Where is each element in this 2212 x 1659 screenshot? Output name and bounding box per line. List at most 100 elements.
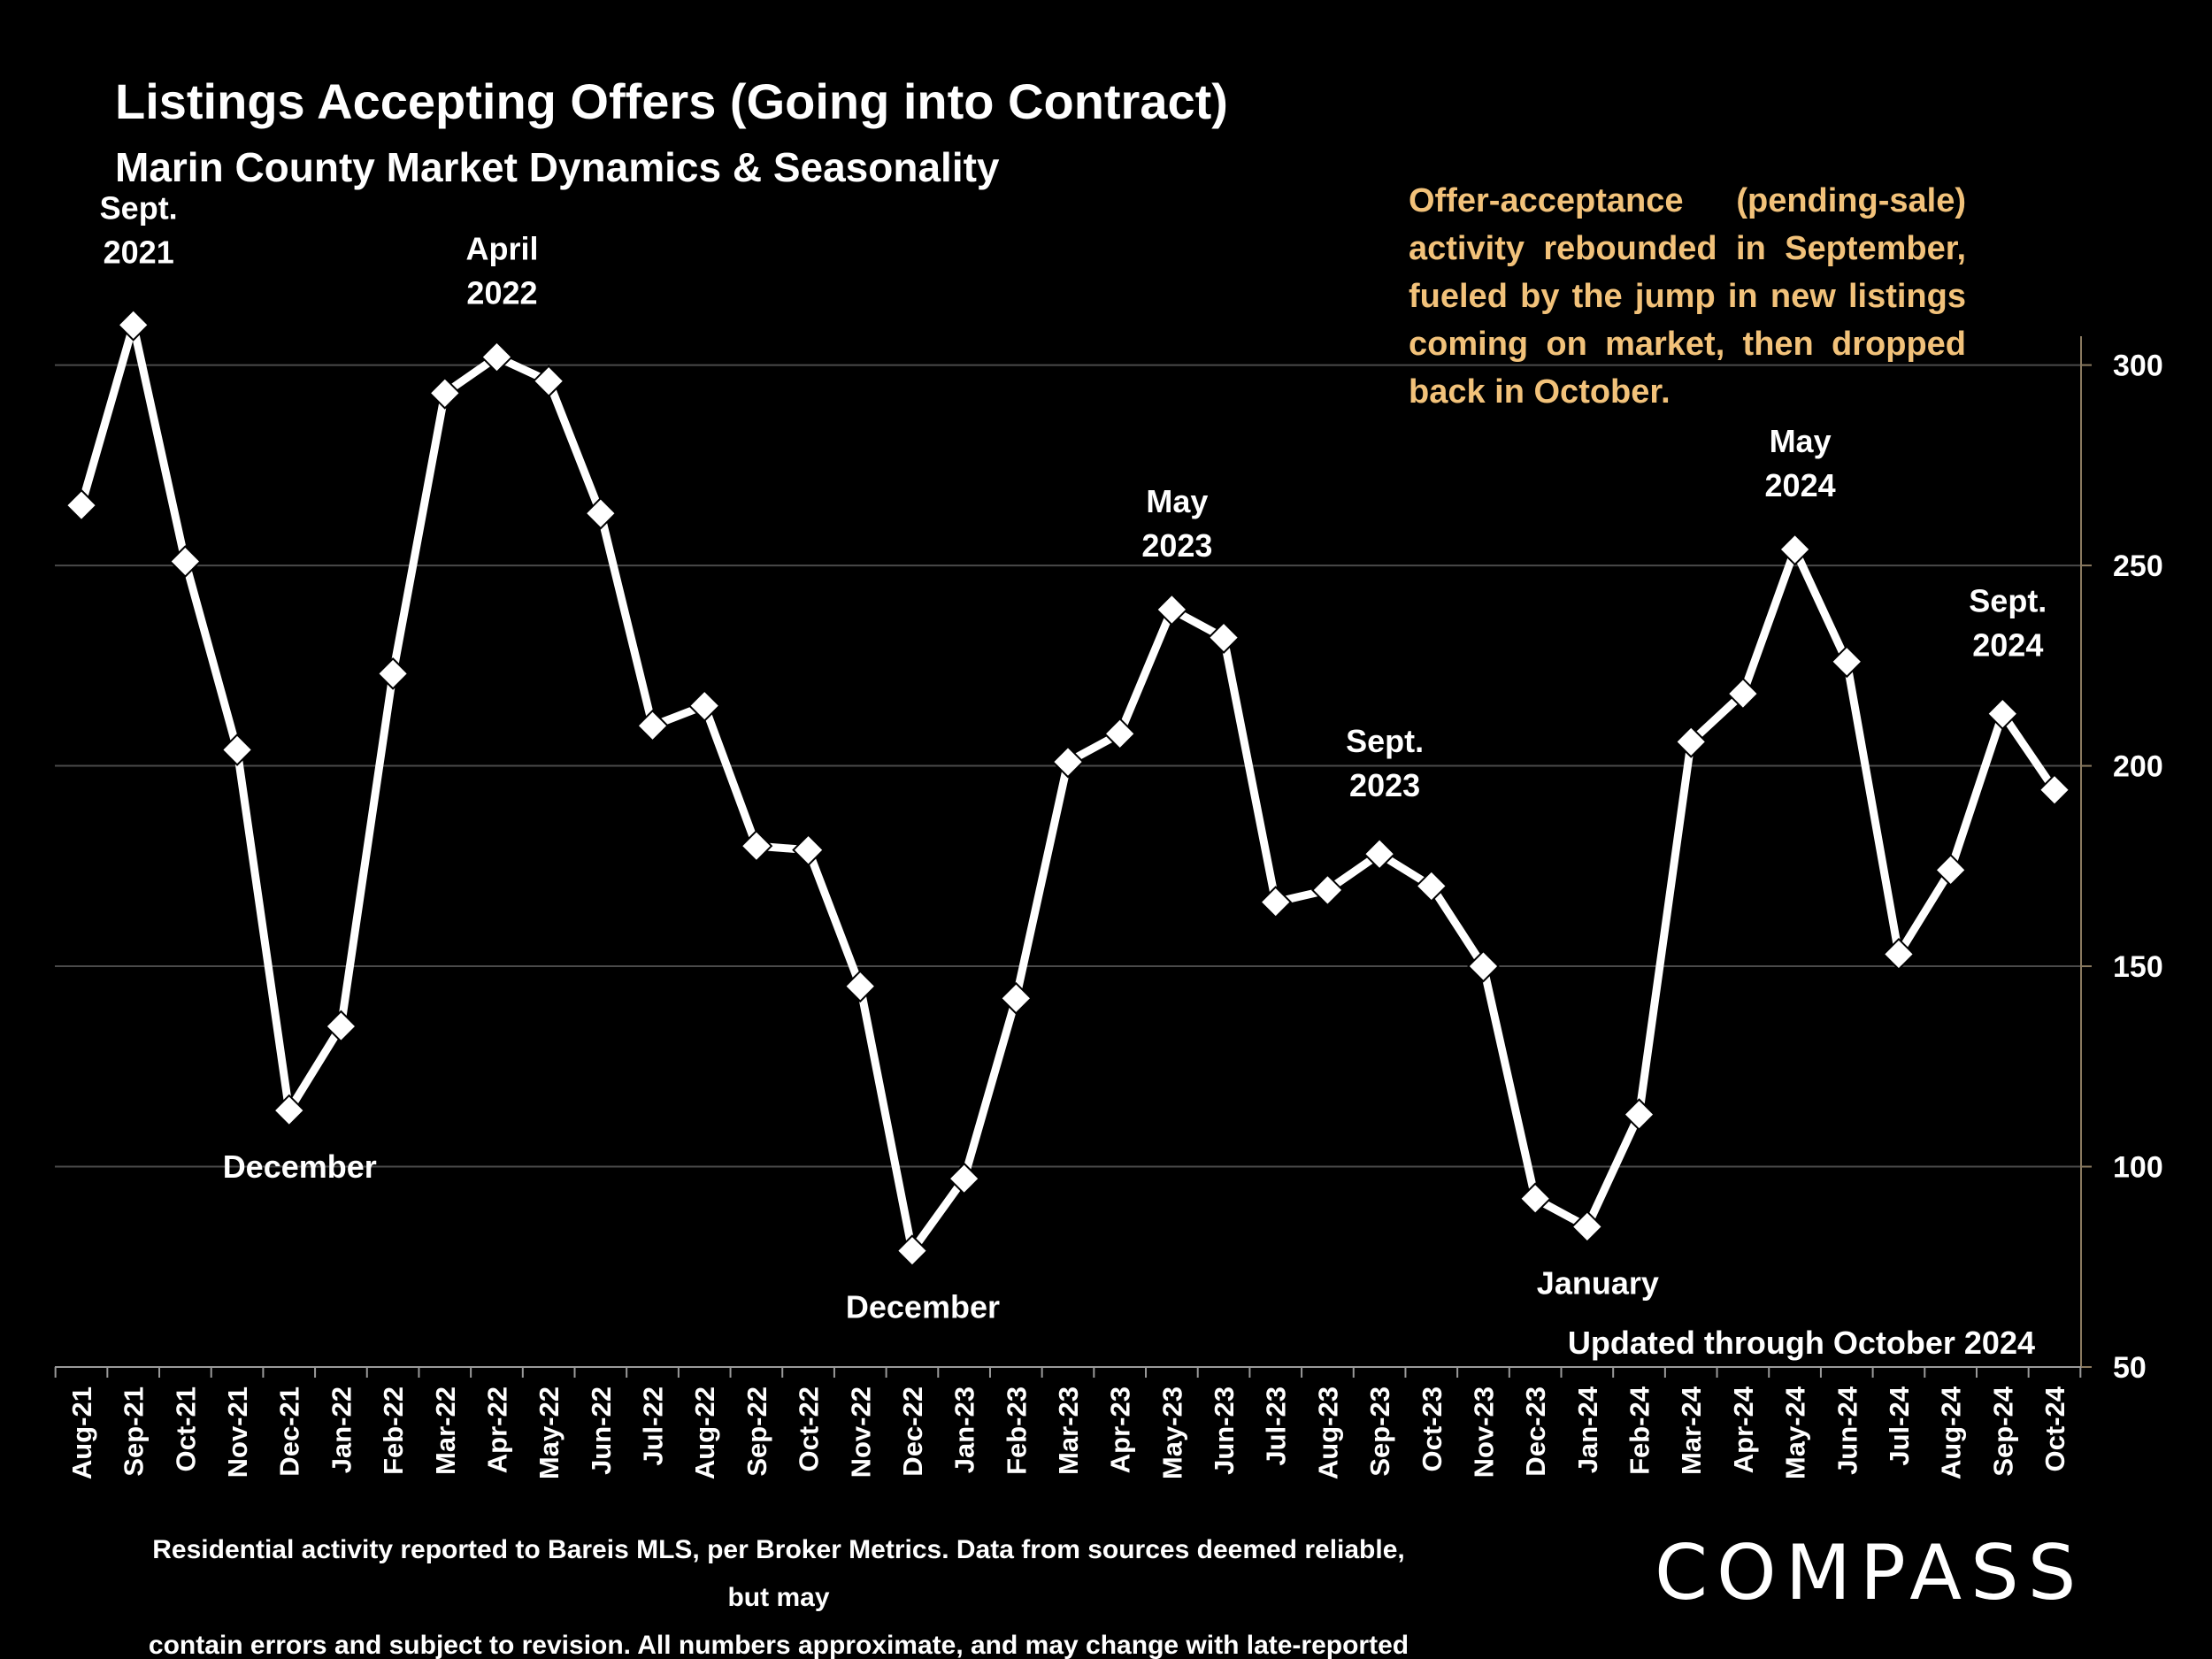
data-point-marker	[1778, 533, 1811, 566]
series-markers	[65, 308, 2071, 1268]
x-tick-label: Aug-22	[689, 1386, 720, 1479]
peak-label: December	[223, 1148, 377, 1185]
data-point-marker	[1259, 886, 1293, 918]
data-point-marker	[1467, 949, 1500, 983]
data-point-marker	[480, 341, 513, 373]
series-line	[77, 320, 2059, 1256]
x-tick-label: Jun-24	[1832, 1386, 1863, 1475]
data-point-marker	[1674, 725, 1708, 758]
data-point-marker	[1726, 677, 1760, 710]
x-tick-label: Dec-21	[274, 1386, 305, 1477]
peak-label-line: 2024	[1765, 467, 1836, 503]
peak-label-line: Sept.	[1969, 583, 2047, 619]
data-point-marker	[168, 545, 202, 578]
peak-label: January	[1537, 1264, 1659, 1301]
updated-note: Updated through October 2024	[1568, 1325, 2035, 1361]
trough-label: December	[846, 1289, 1000, 1325]
footnote-line-1: Residential activity reported to Bareis …	[152, 1535, 1405, 1612]
footnote-line-2: contain errors and subject to revision. …	[148, 1631, 1409, 1659]
peak-label: Sept. 2024	[1969, 583, 2047, 664]
data-point-marker	[1311, 873, 1344, 907]
peak-label-line: 2021	[104, 234, 174, 270]
x-tick-label: May-24	[1780, 1386, 1811, 1479]
x-tick-label: Jun-23	[1209, 1386, 1240, 1475]
data-point-marker	[843, 970, 877, 1003]
series-polyline	[77, 320, 2059, 1256]
data-point-marker	[220, 733, 254, 766]
data-point-marker	[636, 709, 669, 742]
data-point-marker	[2038, 773, 2071, 807]
data-point-marker	[1051, 745, 1085, 779]
data-point-marker	[1830, 645, 1863, 679]
y-tick-label: 300	[2113, 349, 2163, 383]
peak-label: December	[846, 1289, 1000, 1325]
data-point-marker	[1985, 697, 2019, 731]
x-tick-label: Mar-22	[430, 1386, 461, 1475]
data-point-marker	[1518, 1182, 1552, 1216]
x-tick-label: Oct-23	[1417, 1386, 1448, 1471]
trough-label: December	[223, 1148, 377, 1185]
peak-label-line: Sept.	[1346, 723, 1424, 759]
data-point-marker	[325, 1010, 357, 1043]
x-tick-label: Dec-23	[1520, 1386, 1551, 1477]
x-tick-label: Nov-21	[222, 1386, 253, 1478]
data-point-marker	[428, 376, 462, 410]
x-tick-label: Aug-21	[66, 1386, 97, 1479]
x-tick-label: Apr-22	[481, 1386, 512, 1473]
x-tick-label: Apr-24	[1728, 1386, 1759, 1473]
chart-title: Listings Accepting Offers (Going into Co…	[115, 73, 1228, 129]
peak-label-line: May	[1770, 423, 1832, 459]
data-point-marker	[792, 833, 825, 867]
x-tick-label: Dec-22	[897, 1386, 928, 1477]
data-point-marker	[273, 1094, 306, 1127]
y-tick-label: 250	[2113, 549, 2163, 583]
x-tick-label: Aug-24	[1936, 1386, 1967, 1479]
y-tick-label: 150	[2113, 950, 2163, 984]
chart-subtitle: Marin County Market Dynamics & Seasonali…	[115, 144, 1000, 190]
peak-label-line: 2023	[1349, 767, 1420, 803]
footnote: Residential activity reported to Bareis …	[133, 1526, 1425, 1659]
x-tick-label: Sep-21	[119, 1386, 150, 1477]
x-tick-label: Oct-24	[2039, 1386, 2070, 1471]
x-tick-label: May-22	[534, 1386, 565, 1479]
data-point-marker	[532, 365, 565, 398]
x-tick-label: Feb-22	[378, 1386, 409, 1475]
x-tick-label: Mar-23	[1053, 1386, 1084, 1475]
annotation-text: Offer-acceptance (pending-sale) activity…	[1409, 182, 1966, 411]
data-point-marker	[1571, 1210, 1604, 1243]
data-point-marker	[740, 829, 773, 863]
x-tick-label: Aug-23	[1312, 1386, 1343, 1479]
y-tick-label: 200	[2113, 750, 2163, 784]
data-point-marker	[584, 496, 618, 530]
x-tick-label: Feb-24	[1624, 1386, 1655, 1475]
peak-label: Sept. 2021	[100, 189, 178, 270]
y-tick-label: 100	[2113, 1151, 2163, 1185]
data-point-marker	[65, 488, 98, 522]
data-point-marker	[1103, 717, 1137, 750]
peak-label-line: 2024	[1972, 627, 2043, 664]
axes: 50 100 150 200 250 300 Aug-21 Sep-21 Oct-21 Nov-2…	[54, 336, 2163, 1479]
peak-label-line: 2022	[466, 275, 537, 311]
x-tick-label: Jul-23	[1261, 1386, 1292, 1466]
peak-label: Sept. 2023	[1346, 723, 1424, 803]
x-tick-label: Nov-23	[1468, 1386, 1499, 1478]
peak-labels: Sept. 2021 April 2022 December December May 202…	[100, 189, 2047, 1325]
x-tick-label: Nov-22	[845, 1386, 876, 1478]
compass-logo: COMPASS	[1655, 1529, 2085, 1617]
data-point-marker	[687, 689, 721, 723]
data-point-marker	[1207, 621, 1240, 655]
x-tick-label: Sep-23	[1364, 1386, 1395, 1477]
x-tick-label: Jan-24	[1572, 1386, 1603, 1473]
trough-label: January	[1537, 1264, 1659, 1301]
y-tick-label: 50	[2113, 1351, 2147, 1385]
data-point-marker	[895, 1234, 929, 1268]
x-tick-label: Oct-21	[170, 1386, 201, 1471]
peak-label-line: Sept.	[100, 189, 178, 226]
x-tick-label: Jan-22	[326, 1386, 357, 1473]
data-point-marker	[999, 981, 1033, 1015]
x-tick-label: Sep-22	[741, 1386, 772, 1477]
x-tick-label: Mar-24	[1676, 1386, 1707, 1475]
x-tick-label: Jul-22	[638, 1386, 669, 1466]
